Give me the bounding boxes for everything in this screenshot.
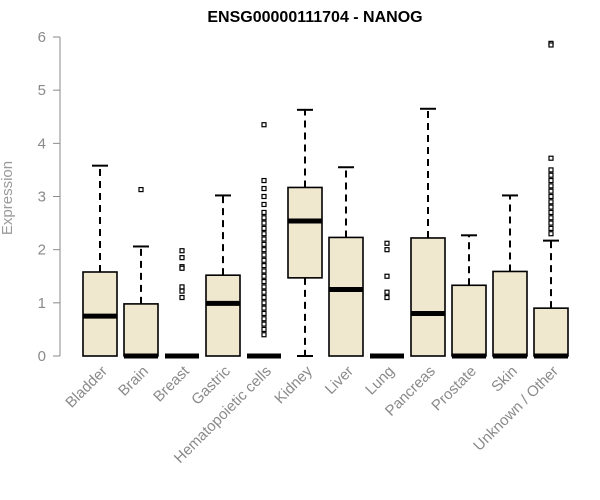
outlier-point bbox=[548, 231, 554, 237]
outlier-point bbox=[261, 321, 267, 327]
x-tick-label: Brain bbox=[115, 363, 152, 400]
outlier-point bbox=[261, 185, 267, 192]
outlier-point bbox=[384, 294, 390, 301]
outlier-point bbox=[261, 332, 267, 338]
box-breast bbox=[165, 248, 199, 359]
x-tick-label: Bladder bbox=[62, 363, 111, 412]
box-brain bbox=[123, 186, 159, 359]
x-tick-label: Skin bbox=[488, 363, 521, 396]
outlier-point bbox=[548, 155, 554, 161]
y-tick-label: 3 bbox=[38, 189, 46, 206]
box-kidney bbox=[287, 108, 323, 357]
x-tick-label: Breast bbox=[150, 362, 193, 405]
box-gastric bbox=[205, 194, 241, 357]
outlier-point bbox=[548, 204, 554, 210]
outlier-point bbox=[261, 236, 267, 242]
outlier-point bbox=[548, 209, 554, 216]
boxes-layer bbox=[82, 40, 569, 359]
outlier-point bbox=[261, 289, 267, 295]
box-prostate bbox=[451, 234, 487, 359]
y-tick-label: 4 bbox=[38, 135, 46, 152]
y-axis: 0 1 2 3 4 5 6 bbox=[38, 29, 61, 365]
x-tick-label: Prostate bbox=[428, 363, 480, 415]
box-skin bbox=[492, 194, 528, 359]
outlier-point bbox=[261, 294, 267, 301]
outlier-point bbox=[261, 231, 267, 237]
outlier-point bbox=[261, 300, 267, 306]
outlier-point bbox=[261, 252, 267, 258]
y-tick-label: 0 bbox=[38, 348, 46, 365]
iqr-box bbox=[205, 274, 241, 357]
outlier-point bbox=[261, 305, 267, 311]
iqr-box bbox=[328, 236, 364, 357]
outlier-point bbox=[261, 310, 267, 317]
outlier-point bbox=[179, 288, 185, 294]
outlier-point bbox=[179, 255, 185, 261]
outlier-point bbox=[548, 199, 554, 205]
outlier-point bbox=[261, 177, 267, 184]
y-tick-label: 2 bbox=[38, 242, 46, 259]
outlier-point bbox=[261, 215, 267, 221]
iqr-box bbox=[492, 270, 528, 357]
outlier-point bbox=[384, 273, 390, 279]
outlier-point bbox=[548, 172, 554, 178]
x-tick-label: Liver bbox=[322, 363, 357, 398]
box-pancreas bbox=[410, 107, 446, 357]
outlier-point bbox=[138, 186, 144, 193]
box-liver bbox=[328, 166, 364, 357]
outlier-point bbox=[548, 215, 554, 221]
y-axis-label: Expression bbox=[0, 161, 16, 235]
outlier-point bbox=[261, 193, 267, 200]
outlier-point bbox=[261, 220, 267, 226]
chart-title: ENSG00000111704 - NANOG bbox=[207, 9, 422, 26]
iqr-box bbox=[287, 186, 323, 279]
outlier-point bbox=[261, 326, 267, 333]
outlier-point bbox=[261, 241, 267, 247]
y-tick-label: 1 bbox=[38, 295, 46, 312]
outlier-point bbox=[261, 284, 267, 290]
outlier-point bbox=[261, 273, 267, 279]
outlier-point bbox=[548, 193, 554, 200]
box-lung bbox=[370, 240, 404, 359]
iqr-box bbox=[123, 303, 159, 357]
iqr-box bbox=[410, 237, 446, 357]
outlier-point bbox=[261, 209, 267, 216]
outlier-point bbox=[261, 247, 267, 253]
outlier-point bbox=[384, 289, 390, 295]
outlier-point bbox=[384, 247, 390, 253]
y-tick-label: 6 bbox=[38, 29, 46, 46]
outlier-point bbox=[179, 248, 185, 254]
outlier-point bbox=[261, 263, 267, 269]
box-hematopoietic-cells bbox=[247, 122, 281, 359]
outlier-point bbox=[548, 188, 554, 194]
outlier-point bbox=[548, 225, 554, 231]
box-bladder bbox=[82, 164, 118, 357]
outlier-point bbox=[548, 167, 554, 173]
outlier-point bbox=[179, 294, 185, 301]
outlier-point bbox=[261, 268, 267, 274]
outlier-point bbox=[548, 42, 554, 48]
iqr-box bbox=[533, 307, 569, 357]
outlier-point bbox=[261, 257, 267, 263]
x-tick-label: Lung bbox=[362, 363, 398, 399]
outlier-point bbox=[261, 278, 267, 285]
y-tick-label: 5 bbox=[38, 82, 46, 99]
box-unknown-other bbox=[533, 40, 569, 359]
x-tick-label: Kidney bbox=[271, 362, 316, 407]
outlier-point bbox=[261, 201, 267, 208]
outlier-point bbox=[261, 225, 267, 231]
outlier-point bbox=[179, 265, 185, 271]
outlier-point bbox=[548, 177, 554, 184]
outlier-point bbox=[548, 183, 554, 189]
outlier-point bbox=[179, 284, 185, 290]
outlier-point bbox=[261, 122, 267, 128]
outlier-point bbox=[384, 240, 390, 246]
iqr-box bbox=[451, 284, 487, 357]
outlier-point bbox=[548, 220, 554, 226]
outlier-point bbox=[261, 316, 267, 322]
